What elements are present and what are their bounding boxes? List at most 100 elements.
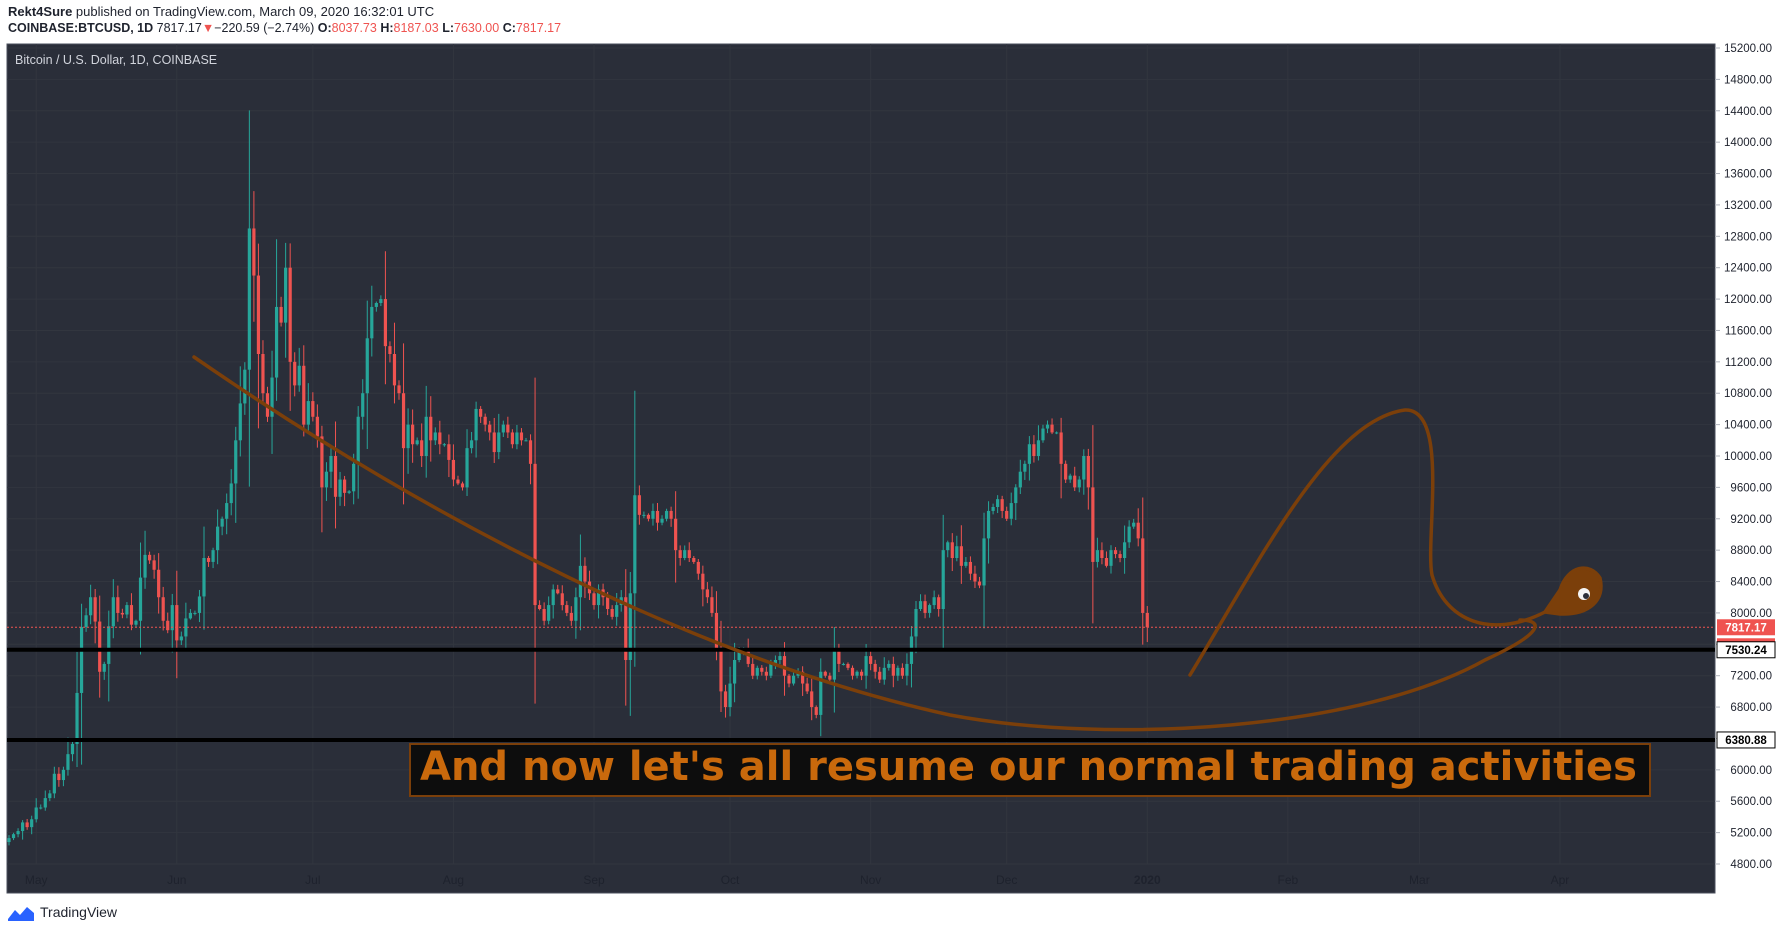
candle-body — [1104, 558, 1109, 566]
cup-handle-curve[interactable] — [1188, 408, 1547, 677]
candle-body — [75, 692, 79, 744]
open-label: O: — [317, 21, 332, 35]
annotation-box[interactable] — [409, 743, 1651, 797]
candle-body — [1009, 503, 1013, 519]
candle-body — [878, 671, 882, 680]
candle-body — [937, 597, 941, 609]
candle-body — [329, 456, 333, 472]
candle-body — [832, 648, 836, 680]
candle-body — [383, 299, 388, 347]
candle-body — [583, 565, 587, 582]
candle-body — [687, 550, 691, 558]
candle-body — [569, 612, 573, 621]
candle-body — [479, 408, 483, 417]
candle-body — [243, 369, 247, 404]
candle-body — [655, 510, 660, 523]
y-tick-label: 12400.00 — [1724, 263, 1772, 275]
candle-body — [1014, 487, 1018, 504]
candle-body — [751, 663, 755, 676]
chart-title: Bitcoin / U.S. Dollar, 1D, COINBASE — [15, 53, 217, 67]
candle-body — [197, 596, 202, 613]
time-axis[interactable]: May Jun Jul Aug Sep Oct Nov Dec 2020 Feb Mar Apr — [25, 873, 1569, 887]
candle-body — [515, 432, 519, 445]
candle-body — [547, 605, 551, 621]
candle-body — [846, 663, 850, 668]
candle-body — [320, 436, 324, 488]
candle-body — [120, 612, 124, 615]
candle-body — [93, 597, 97, 622]
candle-body — [805, 683, 809, 692]
tradingview-logo-icon — [8, 907, 34, 921]
candle-body — [39, 807, 43, 809]
x-tick-label: 2020 — [1134, 873, 1161, 887]
candle-body — [361, 393, 365, 417]
candle-body — [524, 440, 528, 442]
footer-brand[interactable]: TradingView — [8, 903, 117, 921]
candle-body — [882, 667, 886, 680]
candle-body — [633, 495, 637, 594]
candle-body — [982, 538, 986, 586]
candle-body — [116, 597, 120, 613]
candle-body — [574, 597, 578, 621]
candle-body — [270, 377, 274, 417]
candle-body — [596, 589, 601, 606]
candle-body — [1050, 424, 1054, 433]
candle-body — [991, 507, 995, 511]
candle-body — [89, 597, 93, 616]
candle-body — [306, 401, 310, 425]
candle-body — [52, 773, 56, 794]
y-tick-label: 14400.00 — [1724, 106, 1772, 118]
drawn-blob[interactable] — [1541, 566, 1603, 616]
blob-pupil — [1583, 593, 1589, 599]
y-tick-label: 5200.00 — [1730, 828, 1772, 840]
candle-body — [379, 299, 383, 303]
y-tick-label: 8000.00 — [1730, 608, 1772, 620]
candle-body — [946, 542, 950, 551]
candle-body — [592, 593, 596, 606]
candle-body — [1068, 475, 1072, 480]
candle-body — [365, 338, 369, 394]
candle-body — [1059, 432, 1063, 464]
candle-body — [977, 581, 982, 586]
candle-body — [324, 471, 329, 488]
candle-body — [111, 597, 115, 627]
candle-body — [714, 612, 719, 649]
y-tick-label: 13600.00 — [1724, 169, 1772, 181]
candle-body — [193, 612, 197, 614]
price-axis[interactable]: 4800.005200.005600.006000.006400.006800.… — [1715, 43, 1772, 871]
candle-body — [1113, 550, 1118, 555]
candle-body — [887, 663, 891, 668]
candle-body — [125, 605, 129, 615]
candle-body — [315, 416, 319, 437]
y-tick-label: 5600.00 — [1730, 796, 1772, 808]
freehand-drawings[interactable] — [192, 355, 1603, 732]
candle-body — [669, 510, 673, 519]
candle-body — [342, 479, 347, 493]
candle-body — [25, 822, 29, 828]
candle-body — [79, 627, 84, 693]
candle-body — [914, 609, 918, 637]
candle-body — [542, 609, 546, 621]
publish-info: Rekt4Sure published on TradingView.com, … — [8, 4, 434, 19]
x-tick-label: Nov — [860, 873, 881, 887]
candle-body — [247, 228, 251, 370]
candle-body — [451, 459, 456, 480]
candle-body — [664, 510, 669, 519]
y-tick-label: 10800.00 — [1724, 388, 1772, 400]
candle-body — [905, 663, 909, 676]
candle-body — [166, 620, 170, 631]
candle-body — [1005, 510, 1009, 519]
candle-body — [778, 656, 782, 660]
candle-body — [918, 601, 923, 609]
candle-body — [996, 499, 1000, 507]
rounded-bottom-curve[interactable] — [192, 355, 1537, 732]
publisher-name[interactable]: Rekt4Sure — [8, 4, 73, 19]
candle-body — [519, 432, 524, 441]
candle-body — [1023, 463, 1027, 472]
candle-body — [184, 618, 188, 637]
candle-body — [528, 440, 533, 464]
candle-body — [216, 526, 220, 551]
candle-body — [374, 303, 378, 307]
candle-body — [48, 793, 52, 799]
